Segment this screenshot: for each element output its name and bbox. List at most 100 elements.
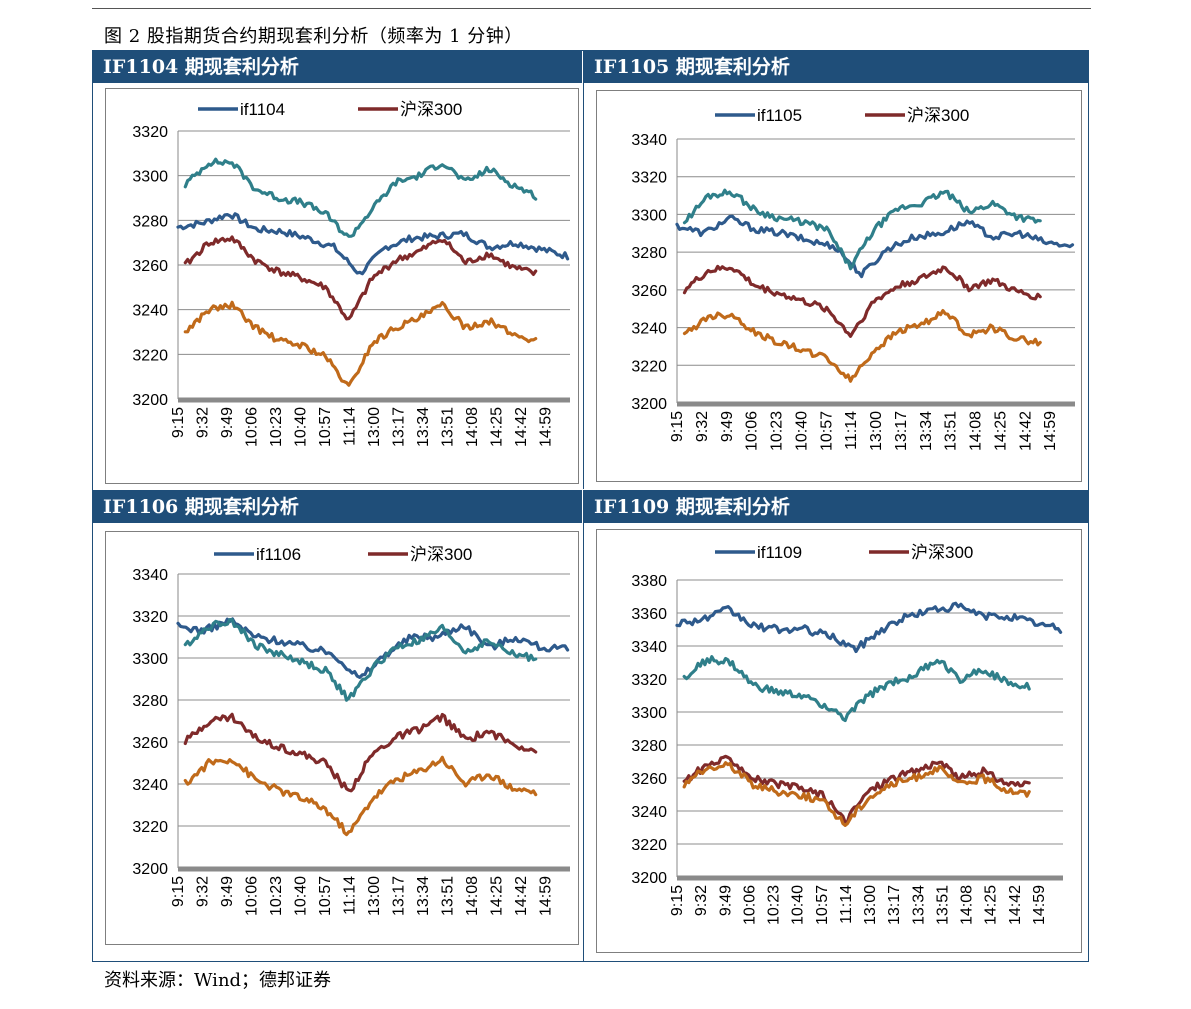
legend-label: 沪深300 [400, 100, 462, 119]
y-tick-label: 3240 [132, 303, 168, 320]
y-tick-label: 3360 [631, 606, 667, 623]
y-tick-label: 3200 [132, 392, 168, 409]
y-tick-label: 3340 [631, 132, 667, 149]
x-tick-label: 13:34 [415, 876, 432, 916]
x-tick-label: 9:15 [669, 411, 686, 442]
y-tick-label: 3280 [631, 738, 667, 755]
panel-if1105: IF1105 期现套利分析 3200 3220 3240 3260 3280 3300 33… [583, 51, 1088, 489]
y-tick-label: 3220 [631, 837, 667, 854]
panel-if1109: IF1109 期现套利分析 3200 3220 3240 3260 3280 3300 33… [583, 490, 1088, 961]
x-tick-label: 13:17 [886, 885, 903, 925]
chart-box: 3200 3220 3240 3260 3280 3300 3320 9:15 9:32 9:49… [105, 88, 579, 484]
x-tick-label: 13:34 [910, 885, 927, 925]
x-tick-label: 14:08 [464, 407, 481, 447]
y-tick-label: 3200 [631, 870, 667, 887]
legend-label: 沪深300 [410, 545, 472, 564]
series-line-lower [682, 309, 1042, 383]
x-tick-label: 10:40 [793, 411, 810, 451]
x-tick-label: 9:49 [719, 411, 736, 442]
series-line-upper [183, 618, 538, 702]
y-tick-label: 3380 [631, 573, 667, 590]
arbitrage-chart-if1106: 3200 3220 3240 3260 3280 3300 3320 3340 9:15 9:32… [132, 545, 570, 916]
x-tick-label: 14:59 [1031, 885, 1048, 925]
x-tick-label: 9:15 [170, 407, 187, 438]
x-tick-label: 9:49 [219, 876, 236, 907]
series-line-lower [183, 300, 538, 387]
x-tick-label: 13:17 [893, 411, 910, 451]
x-tick-label: 13:17 [391, 876, 408, 916]
x-tick-label: 9:32 [195, 876, 212, 907]
x-tick-label: 14:42 [513, 876, 530, 916]
x-tick-label: 10:57 [818, 411, 835, 451]
x-tick-label: 11:14 [838, 885, 855, 924]
x-tick-label: 14:42 [513, 407, 530, 447]
y-tick-label: 3340 [631, 639, 667, 656]
y-tick-label: 3200 [631, 396, 667, 413]
y-tick-label: 3200 [132, 861, 168, 878]
y-tick-label: 3280 [132, 213, 168, 230]
y-tick-label: 3260 [132, 258, 168, 275]
y-tick-label: 3240 [631, 321, 667, 338]
y-tick-label: 3320 [631, 170, 667, 187]
x-tick-label: 10:57 [317, 876, 334, 916]
x-tick-label: 14:08 [464, 876, 481, 916]
x-tick-label: 10:23 [268, 407, 285, 447]
series-line-upper [682, 188, 1042, 271]
x-tick-label: 10:57 [317, 407, 334, 447]
panel-title: IF1104 期现套利分析 [93, 51, 582, 83]
x-tick-label: 14:08 [968, 411, 985, 451]
series-line-csi300 [183, 235, 538, 321]
panel-title: IF1109 期现套利分析 [584, 491, 1088, 523]
series-line-upper [682, 655, 1031, 723]
x-tick-label: 14:25 [489, 407, 506, 447]
legend-label: if1105 [757, 106, 802, 125]
x-tick-label: 14:25 [992, 411, 1009, 451]
chart-box: 3200 3220 3240 3260 3280 3300 3320 3340 9:15 9:32… [105, 531, 579, 945]
x-tick-label: 10:23 [769, 411, 786, 451]
x-tick-label: 13:00 [868, 411, 885, 451]
x-tick-label: 10:40 [293, 407, 310, 447]
legend-label: if1109 [757, 543, 802, 562]
y-tick-label: 3320 [132, 124, 168, 141]
x-tick-label: 10:06 [744, 411, 761, 451]
y-tick-label: 3300 [132, 651, 168, 668]
x-tick-label: 13:17 [391, 407, 408, 447]
x-tick-label: 10:40 [293, 876, 310, 916]
x-tick-label: 9:32 [694, 411, 711, 442]
y-tick-label: 3220 [132, 819, 168, 836]
y-tick-label: 3260 [132, 735, 168, 752]
x-tick-label: 13:51 [934, 885, 951, 925]
panel-if1104: IF1104 期现套利分析 3200 3220 3240 3260 3280 3300 33… [93, 51, 582, 489]
legend-label: if1106 [256, 545, 301, 564]
x-tick-label: 10:23 [268, 876, 285, 916]
figure-title: 图 2 股指期货合约期现套利分析（频率为 1 分钟） [104, 26, 523, 47]
x-tick-label: 13:34 [918, 411, 935, 451]
x-tick-label: 14:25 [489, 876, 506, 916]
series-line-lower [682, 761, 1031, 827]
x-tick-label: 11:14 [342, 407, 359, 446]
x-tick-label: 9:32 [195, 407, 212, 438]
x-tick-label: 9:15 [669, 885, 686, 916]
series-line-future [675, 214, 1075, 279]
y-tick-label: 3300 [631, 705, 667, 722]
y-tick-label: 3260 [631, 771, 667, 788]
y-tick-label: 3260 [631, 283, 667, 300]
x-tick-label: 14:59 [538, 876, 555, 916]
x-tick-label: 13:51 [943, 411, 960, 451]
series-line-upper [183, 157, 538, 238]
x-tick-label: 13:00 [366, 407, 383, 447]
series-line-csi300 [682, 264, 1042, 338]
x-tick-label: 14:59 [1042, 411, 1059, 451]
panel-title: IF1106 期现套利分析 [93, 491, 582, 523]
x-tick-label: 9:15 [170, 876, 187, 907]
x-tick-label: 9:32 [693, 885, 710, 916]
x-tick-label: 9:49 [717, 885, 734, 916]
x-tick-label: 14:59 [538, 407, 555, 447]
x-tick-label: 10:06 [244, 876, 261, 916]
x-tick-label: 10:40 [790, 885, 807, 925]
y-tick-label: 3320 [631, 672, 667, 689]
series-line-future [675, 601, 1063, 654]
x-tick-label: 13:00 [862, 885, 879, 925]
x-tick-label: 14:25 [983, 885, 1000, 925]
x-tick-label: 14:42 [1007, 885, 1024, 925]
